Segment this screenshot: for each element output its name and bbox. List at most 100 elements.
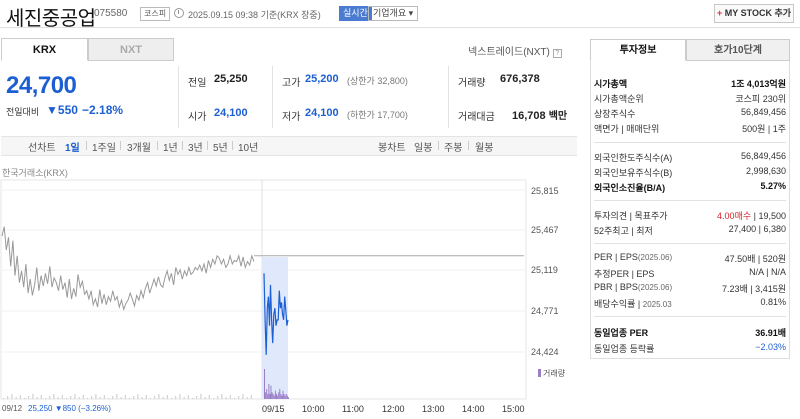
volume-bar xyxy=(40,395,42,399)
info-key-label: PER | EPS xyxy=(594,252,638,262)
info-key-date: 2025.03 xyxy=(642,300,672,309)
volume-bar xyxy=(137,394,139,399)
period-3m[interactable]: 3개월 xyxy=(127,143,151,154)
add-mystock-label: MY STOCK 추가 xyxy=(724,8,792,18)
volume-bar xyxy=(95,394,97,399)
volume-bar xyxy=(187,395,189,399)
volume-bar xyxy=(250,395,252,399)
volume-bar xyxy=(282,390,284,399)
candle-weekly[interactable]: 주봉 xyxy=(444,143,463,154)
volume-bar xyxy=(158,394,160,399)
tab-invest-info[interactable]: 투자정보 xyxy=(590,39,686,61)
info-key: 외국인소진율(B/A) xyxy=(594,183,666,193)
tab-nxt[interactable]: NXT xyxy=(88,38,174,61)
y-tick-label: 24,424 xyxy=(531,347,559,357)
x-tick-label: 15:00 xyxy=(502,404,525,414)
period-1w[interactable]: 1주일 xyxy=(92,143,116,154)
y-tick-label: 25,815 xyxy=(531,186,559,196)
nxt-link[interactable]: 넥스트레이드(NXT)? xyxy=(468,43,562,58)
stock-code: 075580 xyxy=(94,8,128,19)
volume-bar xyxy=(269,394,271,399)
info-key[interactable]: 동일업종 PER xyxy=(594,328,649,338)
market-badge: 코스피 xyxy=(140,7,171,21)
volume-bar xyxy=(271,392,273,399)
low-label: 저가 xyxy=(282,112,301,123)
add-mystock-button[interactable]: + MY STOCK 추가 xyxy=(714,4,794,23)
period-3y[interactable]: 3년 xyxy=(188,143,203,154)
target-price: | 19,500 xyxy=(751,211,786,221)
chart-range-bar xyxy=(1,136,577,156)
open-value: 24,100 xyxy=(214,107,248,119)
volume-bar xyxy=(238,396,240,399)
volume-bar xyxy=(74,394,76,399)
volume-bar xyxy=(61,395,63,399)
prev-day-price-line xyxy=(1,226,255,312)
corp-overview-dropdown[interactable]: 기업개요 ▾ xyxy=(368,6,419,21)
volume-legend: 거래량 xyxy=(538,368,565,379)
info-key: PER | EPS(2025.06) xyxy=(594,252,672,262)
current-price: 24,700 xyxy=(6,72,77,99)
info-value: 5.27% xyxy=(760,181,786,191)
volume-bar xyxy=(229,395,231,399)
volume-bar xyxy=(284,395,286,399)
info-value: 36.91배 xyxy=(755,328,786,338)
period-1y[interactable]: 1년 xyxy=(163,143,178,154)
separator xyxy=(120,141,121,150)
volume-bar xyxy=(145,395,147,399)
info-key: 추정PER | EPS xyxy=(594,269,655,279)
volume-bar xyxy=(53,394,55,399)
volume-bar xyxy=(283,394,285,399)
diff-percent: −2.18% xyxy=(82,103,124,117)
tab-krx[interactable]: KRX xyxy=(1,38,88,61)
x-tick-label: 12:00 xyxy=(382,404,405,414)
x-tick-label: 14:00 xyxy=(462,404,485,414)
volume-bar xyxy=(36,397,38,399)
info-key-label: PBR | BPS xyxy=(594,282,638,292)
realtime-button[interactable]: 실시간 xyxy=(339,6,372,21)
divider xyxy=(594,243,786,244)
quote-datetime: 2025.09.15 09:38 기준(KRX 장중) xyxy=(188,10,321,20)
line-chart-label[interactable]: 선차트 xyxy=(28,143,56,154)
open-label: 시가 xyxy=(188,112,207,123)
candle-monthly[interactable]: 월봉 xyxy=(475,143,494,154)
info-key: 시가총액순위 xyxy=(594,94,644,104)
high-value: 25,200 xyxy=(305,73,339,85)
volume-bar xyxy=(273,395,275,399)
volume-bar xyxy=(87,398,88,399)
today-price-line xyxy=(263,273,289,355)
volume-bar xyxy=(133,396,135,399)
volume-bar xyxy=(285,394,287,399)
volume-bar xyxy=(57,397,59,399)
volume-bar xyxy=(11,394,13,399)
candle-chart-label[interactable]: 봉차트 xyxy=(378,143,406,154)
volume-bar xyxy=(7,396,9,399)
tab-orderbook[interactable]: 호가10단계 xyxy=(686,39,790,61)
volume-bar xyxy=(196,396,198,399)
y-tick-label: 24,771 xyxy=(531,306,559,316)
prev-close-value: 25,250 xyxy=(214,73,248,85)
help-icon[interactable]: ? xyxy=(552,49,562,58)
volume-bar xyxy=(129,398,130,399)
info-value: 56,849,456 xyxy=(740,107,786,117)
period-5y[interactable]: 5년 xyxy=(213,143,228,154)
volume-bar xyxy=(179,394,181,399)
volume-bar xyxy=(19,395,21,399)
candle-daily[interactable]: 일봉 xyxy=(414,143,433,154)
volume-bar xyxy=(49,396,51,399)
period-10y[interactable]: 10년 xyxy=(238,143,259,154)
volume-bar xyxy=(274,390,276,399)
volume-bar xyxy=(265,392,267,399)
info-key: 52주최고 | 최저 xyxy=(594,226,653,236)
info-key-date: (2025.06) xyxy=(637,253,673,262)
info-value: 2,998,630 xyxy=(745,166,786,176)
period-1d[interactable]: 1일 xyxy=(65,143,80,154)
info-key[interactable]: 동일업종 등락률 xyxy=(594,344,655,354)
volume-value: 676,378 xyxy=(500,73,540,85)
x-tick-label: 09/15 xyxy=(262,404,285,414)
volume-bar xyxy=(267,394,269,399)
volume-bar xyxy=(242,394,244,399)
divider xyxy=(594,200,786,201)
trade-value: 16,708 백만 xyxy=(512,107,567,122)
volume-bar xyxy=(234,398,235,399)
